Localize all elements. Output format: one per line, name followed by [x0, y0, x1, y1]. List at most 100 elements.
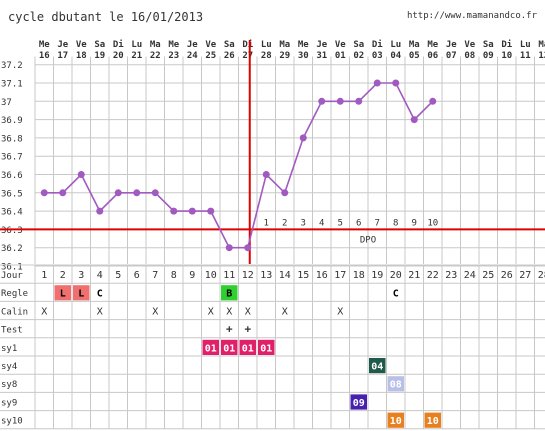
row-label: Calin — [1, 307, 28, 317]
date-label: 30 — [298, 51, 309, 61]
date-label: 11 — [520, 51, 531, 61]
calin-mark: X — [337, 306, 343, 317]
sy9-badge: 09 — [353, 398, 365, 409]
day-number: 11 — [223, 270, 235, 281]
sy9-badge-fill — [350, 394, 367, 410]
sy1-badge-fill — [221, 339, 238, 355]
dpo-number: 3 — [301, 218, 306, 228]
temperature-point — [96, 207, 104, 215]
regle-cell-fill — [73, 285, 90, 301]
row-label: sy10 — [1, 417, 23, 427]
row-label: Regle — [1, 289, 28, 299]
dpo-number: 6 — [356, 218, 361, 228]
day-number: 19 — [371, 270, 383, 281]
calin-mark: X — [152, 306, 158, 317]
regle-mark: B — [226, 289, 232, 300]
temperature-point — [40, 189, 48, 197]
date-label: 29 — [279, 51, 290, 61]
dpo-number: 7 — [375, 218, 380, 228]
temperature-point — [114, 189, 122, 197]
temperature-point — [410, 116, 418, 124]
chart-title: cycle dbutant le 16/01/2013 — [8, 10, 203, 24]
row-label: Test — [1, 326, 23, 336]
day-number: 23 — [445, 270, 457, 281]
calin-mark: X — [208, 306, 214, 317]
day-number: 6 — [134, 270, 140, 281]
day-number: 7 — [152, 270, 158, 281]
row-label: sy1 — [1, 344, 17, 354]
calin-mark: X — [282, 306, 288, 317]
date-label: 09 — [483, 51, 494, 61]
day-of-week-label: Ve — [76, 40, 87, 50]
temperature-point — [355, 97, 363, 105]
y-tick-label: 36.6 — [1, 171, 23, 181]
day-number: 12 — [242, 270, 254, 281]
day-number: 14 — [279, 270, 291, 281]
temperature-plot: Me16Je17Ve18Sa19Di20Lu21Ma22Me23Je24Ve25… — [0, 39, 545, 273]
date-label: 03 — [372, 51, 383, 61]
day-of-week-label: Di — [242, 39, 253, 50]
y-tick-label: 36.8 — [1, 134, 23, 144]
day-of-week-label: Sa — [224, 40, 235, 50]
date-label: 07 — [446, 51, 457, 61]
sy4-badge-fill — [369, 358, 386, 374]
dpo-number: 10 — [427, 218, 438, 228]
day-number: 4 — [97, 270, 103, 281]
date-label: 23 — [168, 51, 179, 61]
date-label: 18 — [76, 51, 87, 61]
day-number: 18 — [353, 270, 365, 281]
day-of-week-label: Ma — [538, 40, 545, 50]
temperature-point — [133, 189, 141, 197]
regle-mark: C — [97, 289, 103, 300]
day-number: 2 — [60, 270, 66, 281]
temperature-point — [281, 189, 289, 197]
date-label: 24 — [187, 51, 198, 61]
test-mark: + — [226, 323, 233, 336]
sy1-badge-fill — [239, 339, 256, 355]
day-of-week-label: Lu — [261, 40, 272, 50]
temperature-point — [392, 79, 400, 87]
date-label: 01 — [335, 51, 346, 61]
day-number: 28 — [538, 270, 545, 281]
y-tick-label: 37 — [1, 98, 12, 108]
day-of-week-label: Ve — [205, 40, 216, 50]
temperature-point — [318, 97, 326, 105]
date-label: 05 — [409, 51, 420, 61]
dpo-number: 4 — [319, 218, 324, 228]
sy10-badge: 10 — [427, 416, 439, 427]
date-label: 12 — [538, 51, 545, 61]
day-of-week-label: Je — [316, 40, 327, 50]
sy1-badge: 01 — [223, 343, 235, 354]
temperature-point — [59, 189, 67, 197]
date-label: 17 — [57, 51, 68, 61]
regle-mark: C — [393, 289, 399, 300]
regle-mark: L — [60, 289, 66, 300]
sy1-badge-fill — [202, 339, 219, 355]
y-tick-label: 36.3 — [1, 226, 23, 236]
calin-mark: X — [41, 306, 47, 317]
day-number: 13 — [260, 270, 272, 281]
date-label: 19 — [94, 51, 105, 61]
day-of-week-label: Je — [446, 40, 457, 50]
y-tick-label: 36.1 — [1, 263, 23, 273]
day-of-week-label: Ve — [464, 40, 475, 50]
date-label: 06 — [427, 51, 438, 61]
date-label: 26 — [224, 51, 235, 61]
date-label: 28 — [261, 51, 272, 61]
temperature-point — [336, 97, 344, 105]
temperature-point — [207, 207, 215, 215]
date-label: 10 — [501, 51, 512, 61]
calin-mark: X — [245, 306, 251, 317]
row-label: sy8 — [1, 380, 17, 390]
site-url: http://www.mamanandco.fr — [407, 11, 538, 21]
day-of-week-label: Me — [298, 40, 309, 50]
temperature-point — [77, 171, 85, 178]
day-number: 24 — [464, 270, 476, 281]
day-of-week-label: Di — [501, 39, 512, 50]
sy1-badge: 01 — [260, 343, 272, 354]
day-number: 8 — [171, 270, 177, 281]
sy10-badge-fill — [387, 412, 404, 428]
day-number: 9 — [189, 270, 195, 281]
temperature-point — [188, 207, 196, 215]
day-of-week-label: Di — [372, 39, 383, 50]
